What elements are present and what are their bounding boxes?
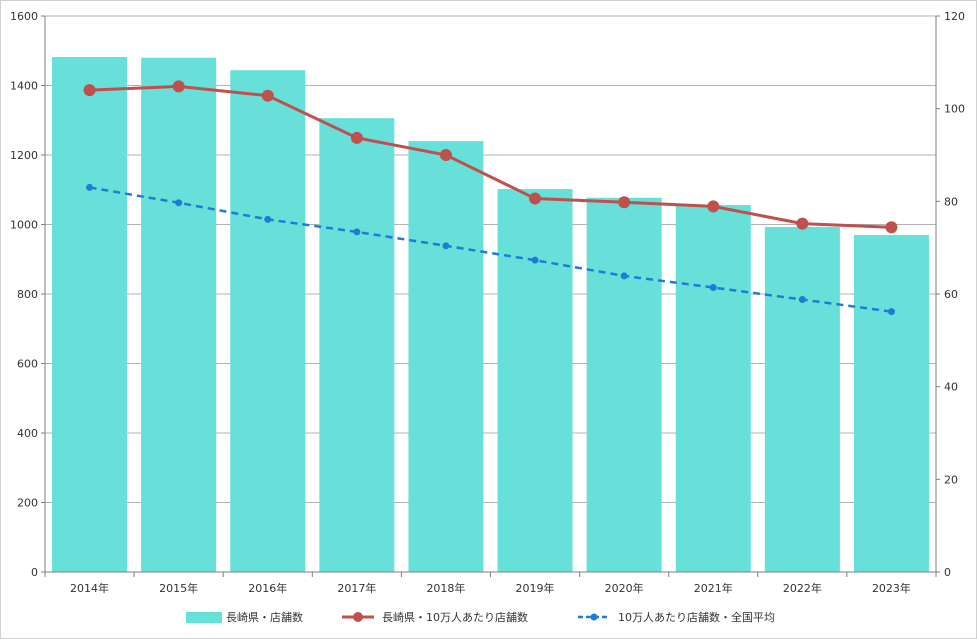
line-point: [707, 200, 720, 213]
x-tick-label: 2021年: [694, 581, 733, 595]
legend-label: 長崎県・店舗数: [226, 610, 303, 624]
x-tick-label: 2023年: [872, 581, 911, 595]
line-point: [620, 272, 628, 280]
x-tick-label: 2017年: [337, 581, 376, 595]
left-tick-label: 200: [17, 497, 38, 510]
axes: 0 200 400 600 800 1000 1200 1400 1600 0 20 40 60 80 10…: [10, 10, 965, 595]
legend: 長崎県・店舗数 長崎県・10万人あたり店舗数 10万人あたり店舗数・全国平均: [186, 610, 775, 624]
x-tick-label: 2022年: [783, 581, 822, 595]
x-tick-label: 2019年: [516, 581, 555, 595]
x-tick-label: 2014年: [70, 581, 109, 595]
legend-swatch: [186, 612, 222, 623]
line-point: [264, 215, 272, 223]
left-tick-label: 400: [17, 427, 38, 440]
left-tick-label: 1000: [10, 219, 38, 232]
right-tick-label: 20: [944, 473, 958, 486]
left-tick-label: 1200: [10, 149, 38, 162]
series-line: [89, 186, 892, 313]
left-tick-label: 600: [17, 358, 38, 371]
right-tick-label: 120: [944, 10, 965, 23]
legend-label: 長崎県・10万人あたり店舗数: [382, 610, 528, 624]
bar: [853, 234, 929, 573]
bar: [319, 118, 395, 572]
line-point: [83, 84, 96, 97]
bar: [497, 189, 573, 572]
series-line: [89, 84, 892, 229]
bar: [586, 197, 662, 572]
x-tick-label: 2020年: [605, 581, 644, 595]
line-point: [175, 199, 183, 207]
bar: [52, 57, 128, 572]
line-point: [172, 80, 185, 93]
legend-label: 10万人あたり店舗数・全国平均: [618, 610, 775, 624]
legend-marker: [353, 612, 363, 622]
x-tick-label: 2016年: [248, 581, 287, 595]
line-point: [86, 183, 94, 191]
left-tick-label: 1600: [10, 10, 38, 23]
line-point: [618, 196, 631, 209]
bar: [408, 141, 484, 572]
line-series: [83, 80, 898, 316]
bar-series: [52, 57, 929, 573]
legend-marker: [590, 613, 598, 621]
right-tick-label: 0: [944, 566, 951, 579]
right-tick-label: 80: [944, 195, 958, 208]
bar: [141, 57, 217, 572]
left-tick-label: 1400: [10, 80, 38, 93]
line-point: [353, 228, 361, 236]
line-point: [350, 131, 363, 144]
line-point: [442, 242, 450, 250]
right-tick-label: 40: [944, 381, 958, 394]
line-point: [261, 89, 274, 102]
line-point: [709, 284, 717, 292]
bar: [764, 226, 840, 572]
left-tick-label: 800: [17, 288, 38, 301]
line-point: [531, 256, 539, 264]
line-point: [798, 296, 806, 304]
bar: [230, 70, 306, 573]
line-point: [796, 217, 809, 230]
right-tick-label: 60: [944, 288, 958, 301]
right-tick-label: 100: [944, 103, 965, 116]
line-point: [887, 308, 895, 316]
bar: [675, 205, 751, 573]
x-tick-label: 2015年: [159, 581, 198, 595]
line-point: [439, 149, 452, 161]
line-point: [885, 221, 898, 234]
left-tick-label: 0: [31, 566, 38, 579]
line-point: [529, 192, 542, 205]
x-tick-label: 2018年: [426, 581, 465, 595]
